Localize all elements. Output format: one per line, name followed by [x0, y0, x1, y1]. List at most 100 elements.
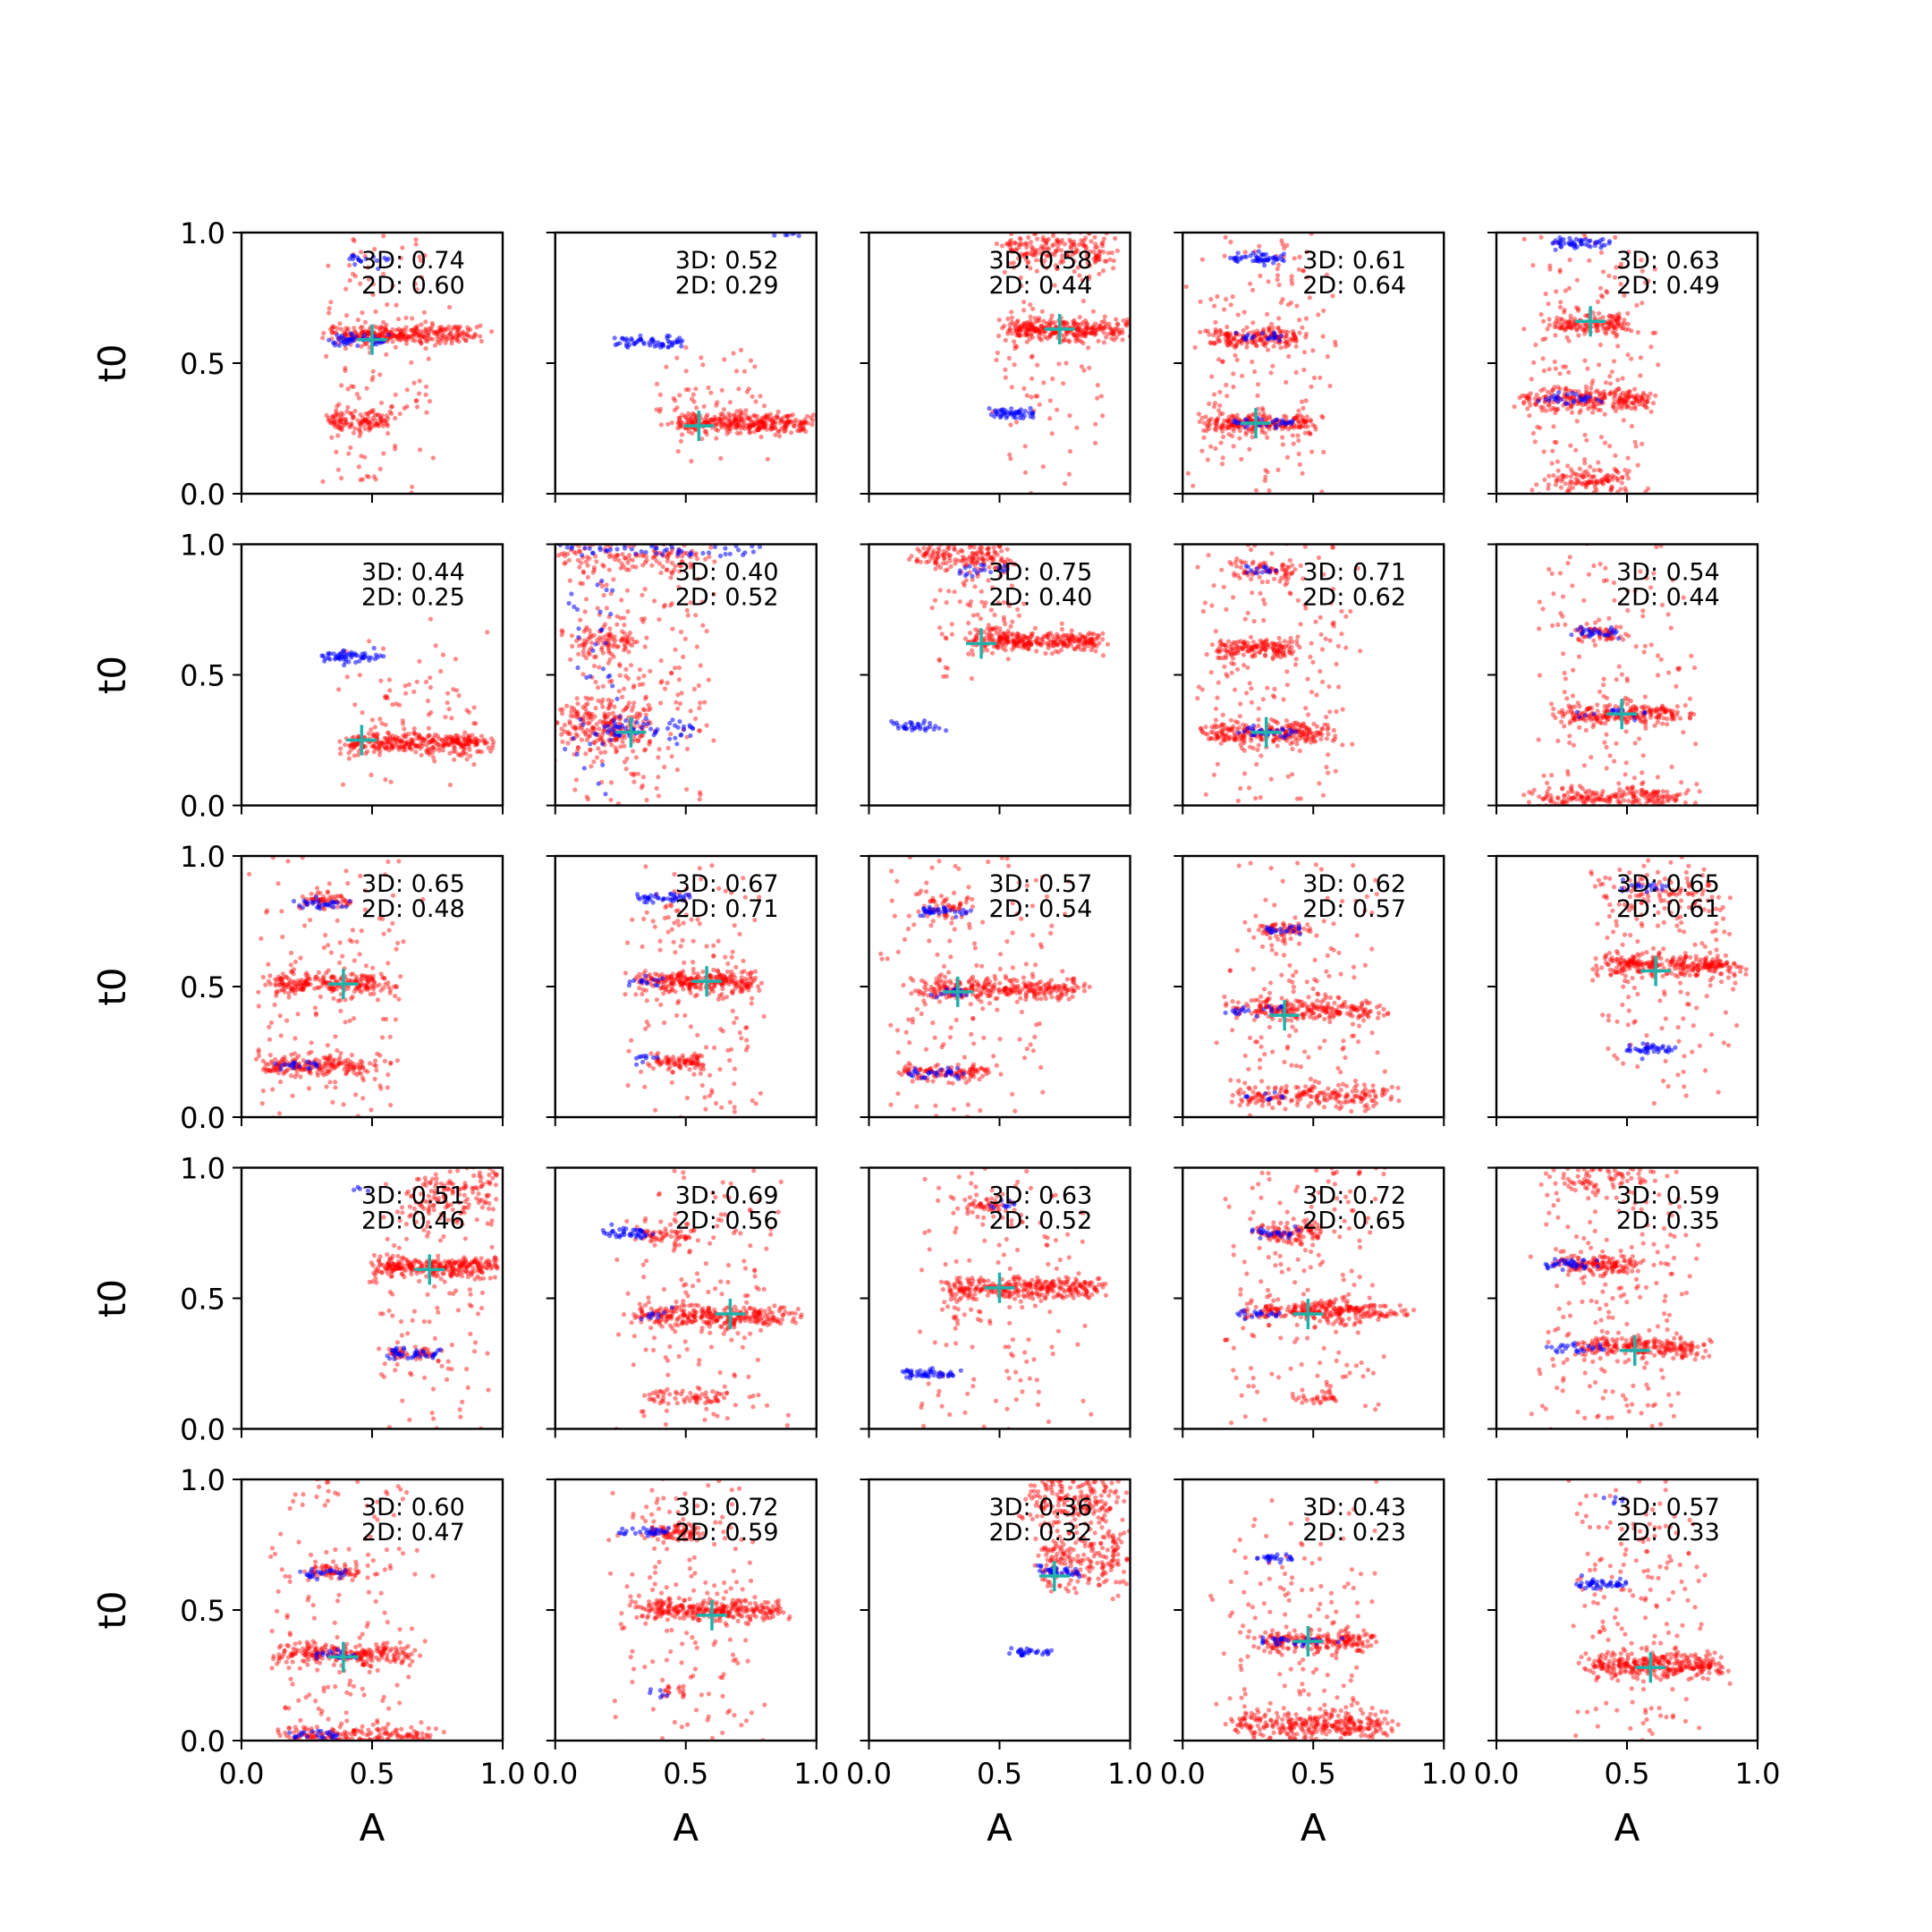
point-3d: [1574, 327, 1580, 333]
point-3d: [1214, 422, 1219, 428]
point-3d: [640, 441, 645, 445]
point-3d: [387, 688, 393, 693]
point-3d: [1648, 391, 1653, 396]
point-3d: [641, 748, 648, 753]
point-3d: [455, 334, 462, 339]
point-3d: [1004, 636, 1010, 641]
point-3d: [1627, 388, 1632, 394]
point-3d: [1018, 495, 1022, 499]
point-3d: [1257, 411, 1262, 417]
point-3d: [748, 358, 754, 363]
point-3d: [1217, 411, 1223, 417]
point-2d: [587, 546, 592, 551]
point-2d: [603, 640, 608, 646]
point-3d: [1096, 257, 1101, 263]
point-3d: [1016, 332, 1021, 337]
point-2d: [363, 256, 369, 262]
point-3d: [356, 464, 361, 470]
point-3d: [461, 734, 466, 740]
point-3d: [385, 744, 390, 750]
point-3d: [1003, 375, 1008, 380]
point-3d: [772, 426, 778, 431]
point-3d: [1279, 238, 1284, 243]
point-3d: [583, 627, 589, 632]
point-3d: [327, 420, 333, 426]
point-3d: [411, 726, 417, 732]
point-3d: [397, 333, 402, 338]
point-3d: [357, 433, 362, 438]
point-3d: [329, 420, 335, 426]
point-3d: [672, 534, 676, 538]
point-3d: [583, 597, 589, 602]
point-3d: [366, 422, 372, 428]
point-3d: [1563, 395, 1569, 401]
point-3d: [1619, 403, 1624, 409]
point-3d: [1014, 633, 1020, 639]
point-3d: [366, 415, 371, 420]
point-3d: [370, 422, 376, 428]
point-3d: [693, 428, 699, 433]
point-3d: [708, 417, 713, 423]
point-3d: [1643, 280, 1648, 285]
point-3d: [1256, 337, 1261, 343]
point-3d: [1650, 330, 1656, 335]
point-3d: [1044, 241, 1049, 246]
point-3d: [375, 325, 380, 330]
point-3d: [734, 422, 740, 428]
point-3d: [614, 614, 620, 619]
point-3d: [604, 428, 608, 432]
point-3d: [446, 707, 452, 712]
point-3d: [1544, 408, 1549, 413]
point-3d: [565, 551, 571, 557]
point-3d: [1089, 330, 1094, 335]
point-3d: [1559, 324, 1564, 330]
point-3d: [1564, 406, 1570, 411]
point-3d: [1603, 476, 1608, 482]
point-3d: [692, 553, 699, 558]
point-3d: [695, 556, 700, 562]
point-3d: [604, 425, 608, 429]
point-3d: [1630, 175, 1634, 180]
score-3d: 3D: 0.74: [361, 247, 465, 275]
point-3d: [413, 242, 419, 247]
point-3d: [437, 327, 443, 333]
point-3d: [1531, 552, 1536, 556]
point-3d: [1525, 396, 1530, 402]
point-3d: [429, 320, 435, 326]
point-3d: [1054, 641, 1060, 647]
point-2d: [355, 343, 360, 349]
point-3d: [728, 421, 733, 427]
point-3d: [351, 414, 356, 419]
point-3d: [1005, 242, 1011, 247]
point-3d: [423, 679, 429, 685]
point-3d: [358, 281, 363, 286]
point-3d: [1045, 641, 1050, 647]
point-3d: [1263, 468, 1268, 473]
point-3d: [643, 502, 648, 506]
point-3d: [1243, 429, 1249, 435]
point-3d: [473, 740, 479, 745]
point-3d: [1528, 402, 1533, 408]
point-3d: [562, 551, 567, 556]
point-3d: [1644, 405, 1649, 411]
point-3d: [1084, 639, 1089, 644]
point-3d: [640, 554, 646, 559]
point-3d: [585, 637, 591, 642]
point-2d: [603, 792, 608, 797]
point-3d: [662, 602, 668, 608]
point-3d: [611, 577, 616, 582]
point-3d: [761, 419, 767, 425]
point-3d: [433, 740, 438, 746]
point-3d: [1613, 453, 1618, 458]
point-3d: [422, 737, 428, 742]
point-2d: [667, 736, 673, 741]
point-3d: [1291, 441, 1296, 446]
point-3d: [412, 731, 418, 736]
point-3d: [1286, 353, 1292, 360]
point-2d: [574, 812, 579, 817]
point-3d: [606, 645, 612, 651]
point-3d: [352, 743, 358, 749]
point-3d: [1211, 404, 1217, 410]
point-3d: [1248, 137, 1252, 141]
point-3d: [1222, 307, 1227, 312]
